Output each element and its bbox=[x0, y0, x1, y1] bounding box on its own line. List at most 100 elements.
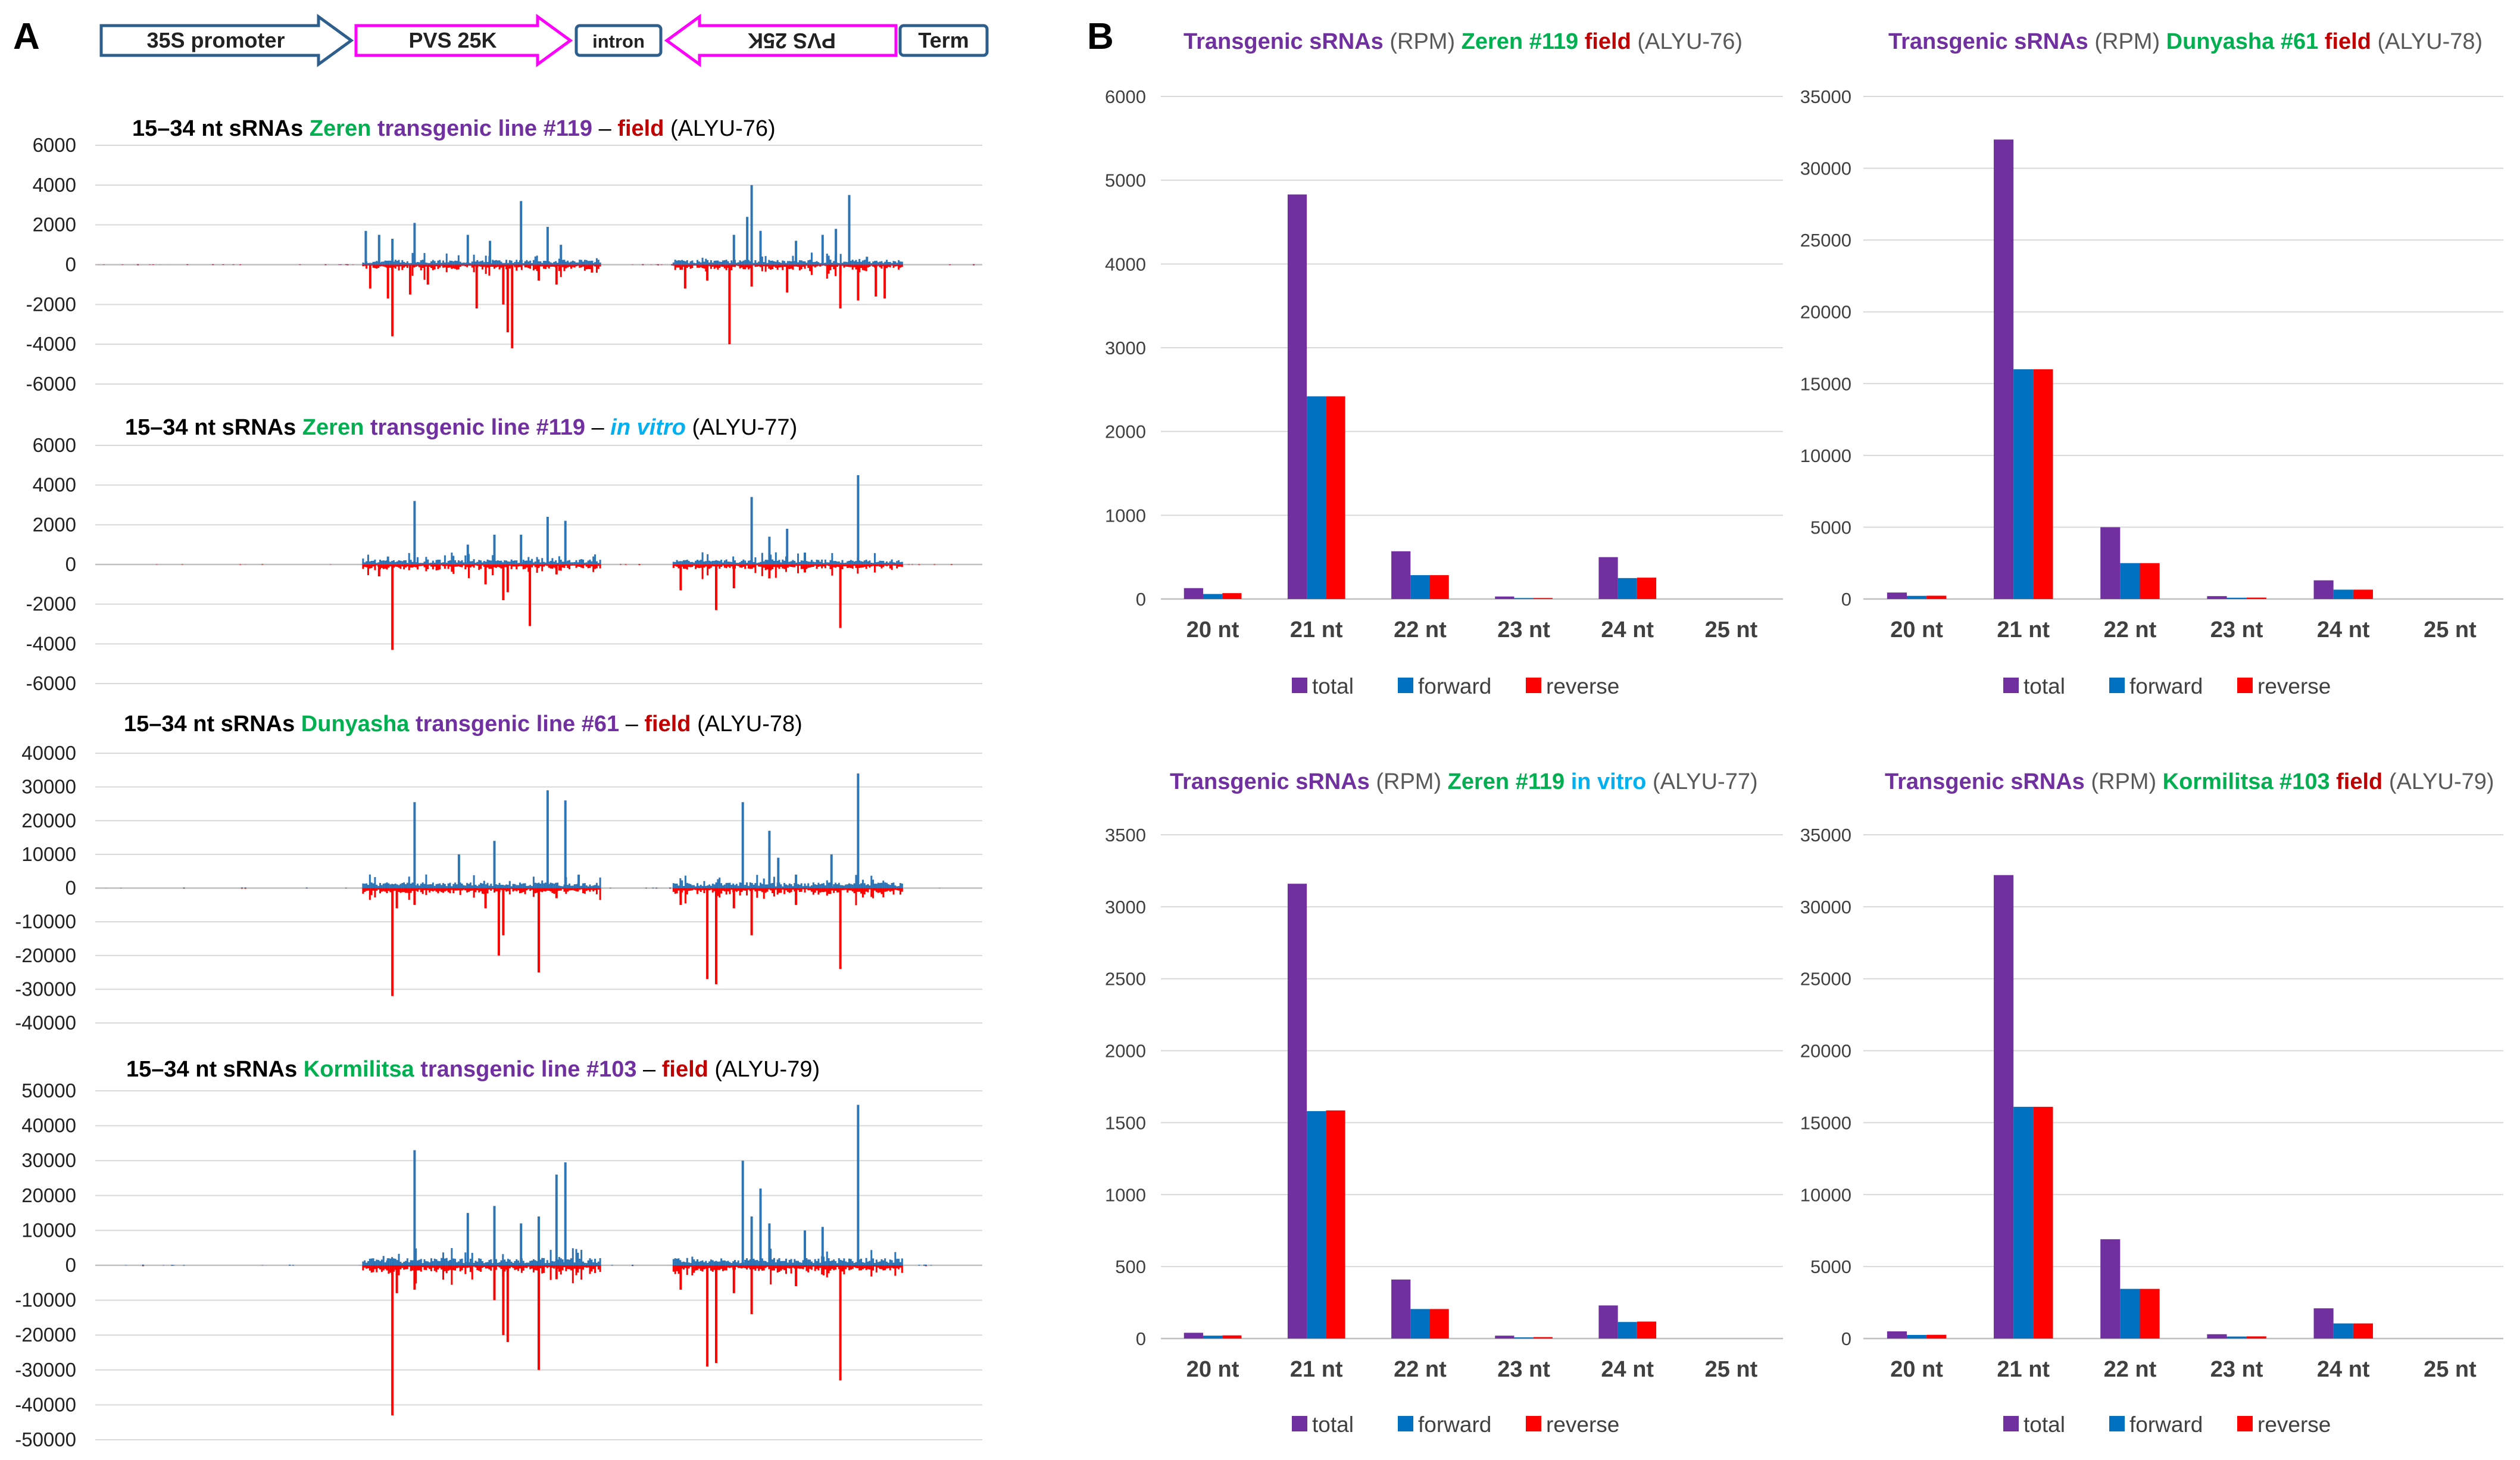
y-tick-label: 40000 bbox=[21, 1115, 76, 1137]
bar-forward bbox=[1514, 1337, 1534, 1339]
x-category-label: 22 nt bbox=[1394, 617, 1447, 642]
title-part: field bbox=[638, 712, 691, 737]
bar-reverse bbox=[1429, 1309, 1449, 1339]
bar-forward bbox=[1307, 1111, 1326, 1339]
x-category-label: 21 nt bbox=[1290, 617, 1343, 642]
bar-total bbox=[1495, 596, 1515, 599]
x-category-label: 25 nt bbox=[1705, 1357, 1758, 1382]
legend-label-reverse: reverse bbox=[2257, 674, 2331, 698]
y-tick-label: 1000 bbox=[1105, 1184, 1146, 1205]
y-tick-label: -30000 bbox=[15, 1359, 76, 1381]
bar-forward bbox=[2333, 1323, 2353, 1339]
y-tick-label: 500 bbox=[1115, 1256, 1146, 1277]
bar-reverse bbox=[1222, 1335, 1242, 1339]
y-tick-label: 6000 bbox=[1105, 86, 1146, 107]
title-part: (RPM) bbox=[2085, 769, 2156, 794]
x-category-label: 24 nt bbox=[1601, 617, 1654, 642]
bar-reverse bbox=[1326, 1110, 1345, 1339]
panel-b-letter: B bbox=[1087, 16, 1114, 57]
bar-reverse bbox=[1326, 396, 1345, 599]
title-part: – bbox=[592, 116, 612, 141]
title-part: Dunyasha #61 bbox=[2160, 29, 2318, 54]
y-tick-label: 20000 bbox=[1800, 1041, 1851, 1062]
y-tick-label: 10000 bbox=[21, 843, 76, 865]
bar-total bbox=[1495, 1336, 1515, 1339]
bar-reverse bbox=[2353, 589, 2373, 599]
construct-element-2 bbox=[574, 24, 663, 57]
legend-swatch-forward bbox=[1398, 678, 1413, 693]
legend-swatch-total bbox=[2003, 1416, 2019, 1431]
legend-swatch-reverse bbox=[2237, 678, 2253, 693]
legend-label-total: total bbox=[2024, 674, 2065, 698]
y-tick-label: 25000 bbox=[1800, 969, 1851, 990]
y-tick-label: 10000 bbox=[21, 1219, 76, 1241]
y-tick-label: -30000 bbox=[15, 978, 76, 1000]
title-part: transgenic line #119 bbox=[364, 415, 585, 440]
title-part: Transgenic sRNAs bbox=[1170, 769, 1370, 794]
y-tick-label: 0 bbox=[1841, 1328, 1851, 1349]
y-tick-label: 30000 bbox=[1800, 897, 1851, 918]
y-tick-label: 35000 bbox=[1800, 825, 1851, 846]
title-part: – bbox=[636, 1057, 656, 1082]
title-part: Transgenic sRNAs bbox=[1885, 769, 2085, 794]
bar-forward bbox=[1907, 1334, 1927, 1339]
y-tick-label: -20000 bbox=[15, 944, 76, 966]
legend-swatch-forward bbox=[2109, 1416, 2125, 1431]
title-part: 15–34 nt sRNAs bbox=[126, 1057, 297, 1082]
title-part: – bbox=[585, 415, 605, 440]
x-category-label: 20 nt bbox=[1890, 617, 1943, 642]
y-tick-label: 4000 bbox=[33, 474, 76, 496]
y-tick-label: 4000 bbox=[1105, 254, 1146, 274]
y-tick-label: 15000 bbox=[1800, 1112, 1851, 1133]
bar-reverse bbox=[1222, 593, 1242, 599]
y-tick-label: 30000 bbox=[21, 776, 76, 798]
bar-forward bbox=[1410, 1309, 1430, 1339]
y-tick-label: -4000 bbox=[26, 632, 76, 654]
y-tick-label: 2000 bbox=[1105, 422, 1146, 442]
bar-chart-title: Transgenic sRNAs (RPM) Zeren #119 in vit… bbox=[1170, 769, 1758, 794]
y-tick-label: -6000 bbox=[26, 672, 76, 694]
legend-label-forward: forward bbox=[1418, 1412, 1491, 1437]
y-tick-label: -10000 bbox=[15, 1289, 76, 1311]
title-part: field bbox=[611, 116, 664, 141]
construct-label-2: intron bbox=[592, 31, 645, 52]
bar-total bbox=[1391, 551, 1411, 599]
y-tick-label: 5000 bbox=[1810, 517, 1851, 538]
x-category-label: 23 nt bbox=[1497, 617, 1550, 642]
bar-total bbox=[1184, 588, 1203, 599]
y-tick-label: -40000 bbox=[15, 1012, 76, 1034]
y-tick-label: 1000 bbox=[1105, 505, 1146, 526]
bar-forward bbox=[2227, 597, 2247, 599]
y-tick-label: 2000 bbox=[1105, 1041, 1146, 1062]
title-part: field bbox=[1578, 29, 1631, 54]
construct-map: 35S promoter PVS 25K intron PVS 25K Term bbox=[99, 14, 989, 67]
bar-total bbox=[1994, 139, 2014, 600]
y-tick-label: 0 bbox=[65, 877, 76, 899]
y-tick-label: 10000 bbox=[1800, 445, 1851, 466]
title-part: transgenic line #119 bbox=[371, 116, 592, 141]
bar-chart-title: Transgenic sRNAs (RPM) Zeren #119 field … bbox=[1184, 29, 1743, 54]
title-part: (ALYU-79) bbox=[708, 1057, 820, 1082]
bar-total bbox=[1994, 875, 2014, 1339]
coverage-chart-title: 15–34 nt sRNAs Zeren transgenic line #11… bbox=[132, 116, 776, 141]
title-part: (RPM) bbox=[2088, 29, 2160, 54]
coverage-chart-2: 15–34 nt sRNAs Zeren transgenic line #11… bbox=[26, 415, 982, 694]
y-tick-label: -40000 bbox=[15, 1393, 76, 1415]
title-part: transgenic line #61 bbox=[409, 712, 619, 737]
title-part: (ALYU-78) bbox=[2371, 29, 2482, 54]
construct-label-4: Term bbox=[918, 28, 969, 52]
coverage-chart-3: 15–34 nt sRNAs Dunyasha transgenic line … bbox=[15, 712, 982, 1034]
bar-forward bbox=[2120, 1289, 2140, 1339]
x-category-label: 20 nt bbox=[1186, 1357, 1239, 1382]
y-tick-label: -2000 bbox=[26, 293, 76, 315]
y-tick-label: 5000 bbox=[1105, 170, 1146, 191]
legend-swatch-forward bbox=[1398, 1416, 1413, 1431]
bar-reverse bbox=[1533, 1337, 1553, 1339]
y-tick-label: 20000 bbox=[21, 809, 76, 831]
bar-forward bbox=[1203, 594, 1223, 599]
x-category-label: 22 nt bbox=[1394, 1357, 1447, 1382]
bar-reverse bbox=[2246, 1336, 2266, 1339]
bar-reverse bbox=[1637, 578, 1657, 599]
legend-swatch-total bbox=[1292, 1416, 1307, 1431]
